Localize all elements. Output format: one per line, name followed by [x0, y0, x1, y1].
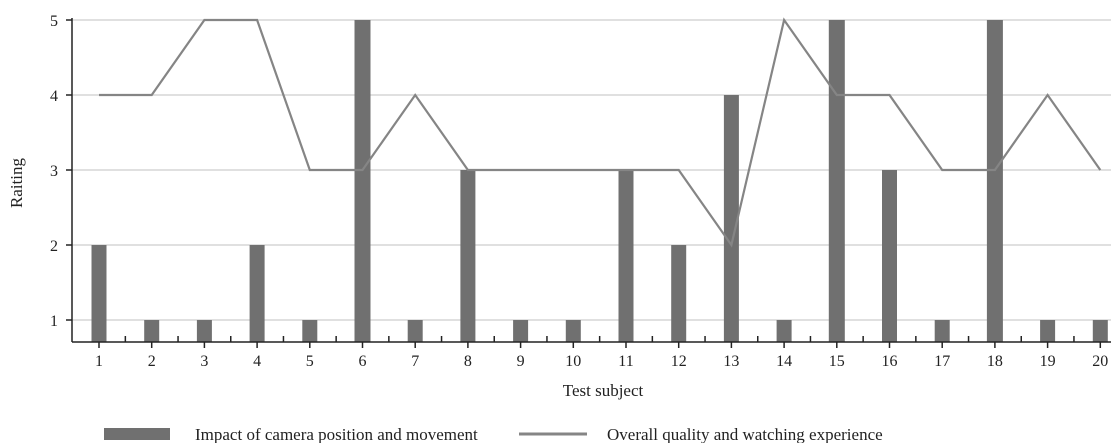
bar-8: [460, 170, 476, 342]
x-tick-label-15: 15: [829, 353, 845, 370]
bar-10: [565, 320, 581, 342]
y-tick-label-3: 3: [50, 163, 58, 180]
x-tick-label-20: 20: [1092, 353, 1108, 370]
bar-series: [91, 20, 1108, 342]
x-tick-label-14: 14: [776, 353, 792, 370]
bar-7: [407, 320, 423, 342]
x-tick-label-3: 3: [200, 353, 208, 370]
x-tick-label-13: 13: [723, 353, 739, 370]
bar-17: [934, 320, 950, 342]
legend-swatch-bar: [104, 428, 170, 440]
y-axis-label: Raiting: [7, 157, 26, 208]
bar-13: [723, 95, 739, 342]
bar-4: [249, 245, 265, 342]
bar-3: [196, 320, 212, 342]
x-tick-label-17: 17: [934, 353, 950, 370]
series-line: [99, 17, 1102, 248]
bar-18: [986, 20, 1003, 342]
x-tick-label-18: 18: [987, 353, 1003, 370]
x-tick-label-19: 19: [1040, 353, 1056, 370]
x-tick-label-12: 12: [671, 353, 687, 370]
y-tick-labels: 1 2 3 4 5: [50, 13, 58, 330]
x-tick-label-4: 4: [253, 353, 261, 370]
bar-19: [1040, 320, 1056, 342]
bar-11: [618, 170, 634, 342]
x-tick-label-6: 6: [359, 353, 367, 370]
line-series: [98, 17, 1102, 248]
bar-20: [1092, 320, 1108, 342]
y-tick-label-2: 2: [50, 238, 58, 255]
x-tick-labels: 1 2 3 4 5 6 7 8 9 10 11 12 13 14 15 16 17 18 19 20: [95, 353, 1108, 370]
x-tick-label-11: 11: [618, 353, 633, 370]
x-tick-label-2: 2: [148, 353, 156, 370]
legend-label-bar: Impact of camera position and movement: [195, 425, 478, 443]
bar-6: [354, 20, 371, 342]
bar-2: [144, 320, 160, 342]
legend: Impact of camera position and movement O…: [104, 425, 883, 443]
y-tick-label-5: 5: [50, 13, 58, 30]
axes: [66, 18, 1111, 348]
legend-label-line: Overall quality and watching experience: [607, 425, 883, 443]
x-tick-label-9: 9: [517, 353, 525, 370]
bar-5: [302, 320, 318, 342]
bar-14: [776, 320, 792, 342]
x-tick-label-7: 7: [411, 353, 419, 370]
bar-9: [513, 320, 529, 342]
bar-1: [91, 245, 107, 342]
bar-16: [882, 170, 897, 342]
x-tick-label-8: 8: [464, 353, 472, 370]
y-tick-label-1: 1: [50, 313, 58, 330]
x-tick-label-1: 1: [95, 353, 103, 370]
bar-15: [828, 20, 845, 342]
y-tick-label-4: 4: [50, 88, 58, 105]
bar-12: [671, 245, 687, 342]
x-tick-label-5: 5: [306, 353, 314, 370]
x-axis-label: Test subject: [563, 381, 644, 400]
x-tick-label-16: 16: [882, 353, 898, 370]
x-tick-label-10: 10: [565, 353, 581, 370]
